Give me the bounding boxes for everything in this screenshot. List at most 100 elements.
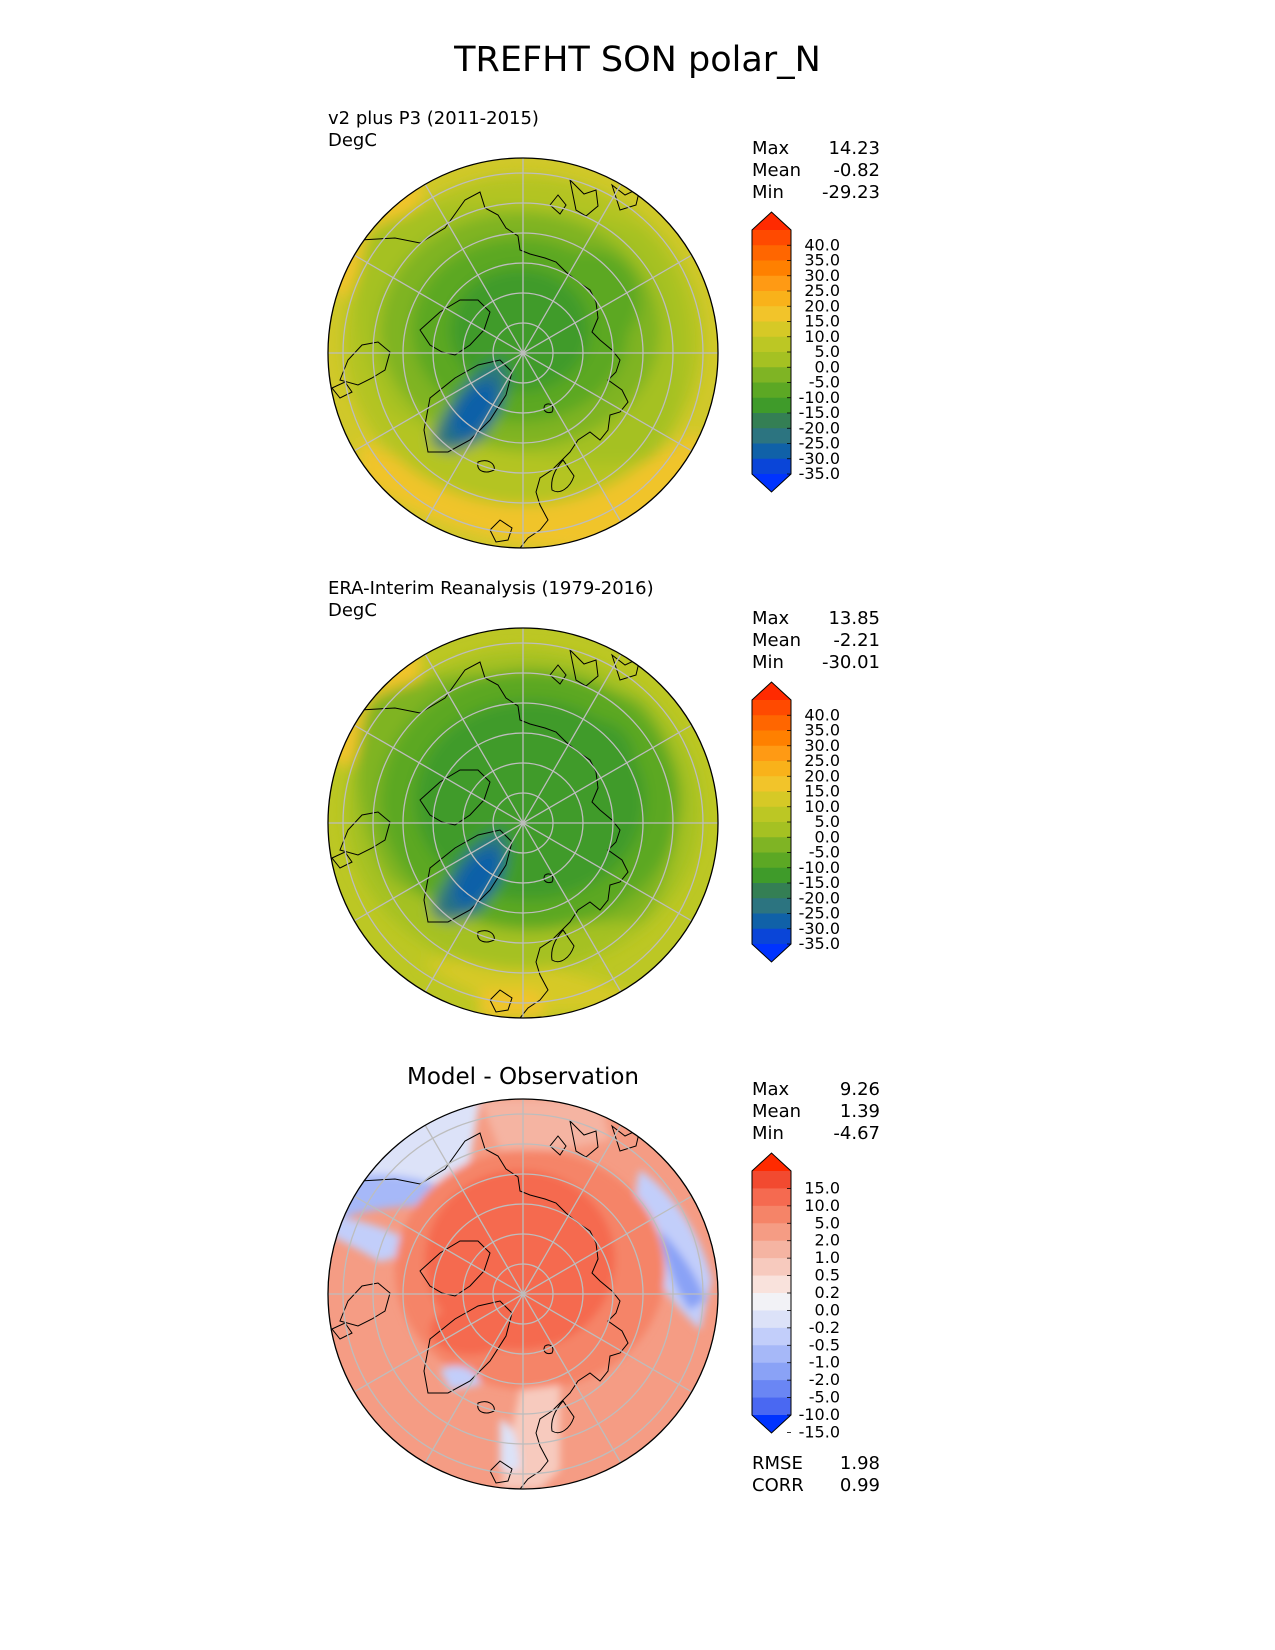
colorbar-tick-label: -15.0 [799,873,840,892]
graticule [328,1099,718,1489]
colorbar-band [752,1362,791,1381]
colorbar-band [752,852,791,869]
colorbar-band [752,1171,791,1190]
colorbar-band [752,458,791,475]
colorbar-band [752,1327,791,1346]
colorbar-tick-label: -20.0 [799,888,840,907]
colorbar-tick-label: -15.0 [799,1422,840,1441]
colorbar-tick-label: -5.0 [809,1388,840,1407]
colorbar-band [752,1223,791,1242]
colorbar-band [752,898,791,915]
colorbar-band [752,1293,791,1312]
colorbar-band [752,336,791,353]
colorbar-band [752,715,791,732]
colorbar-band [752,837,791,854]
metric-row-rmse: RMSE 1.98 [752,1453,880,1474]
colorbar-band [752,1310,791,1329]
colorbar-tick-label: -10.0 [799,388,840,407]
colorbar-tick-label: 5.0 [815,1213,840,1232]
stat-row-max: Max 13.85 [752,608,880,629]
colorbar-band [752,1380,791,1399]
map-boundary [327,1098,719,1490]
metric-row-corr: CORR 0.99 [752,1475,880,1496]
colorbar-tick-label: -25.0 [799,434,840,453]
colorbar-band [752,352,791,368]
colorbar-tick-label: 25.0 [804,281,840,300]
colorbar-band [752,1258,791,1277]
panel-2-stats: Max 13.85 Mean -2.21 Min -30.01 [752,608,880,674]
colorbar-band [752,367,791,384]
colorbar-band [752,806,791,823]
colorbar-band [752,822,791,838]
panel-3-stats: Max 9.26 Mean 1.39 Min -4.67 [752,1079,880,1145]
colorbar-band [752,1275,791,1294]
colorbar-tick-label: 40.0 [804,705,840,724]
colorbar-tick-label: 10.0 [804,327,840,346]
stat-row-mean: Mean 1.39 [752,1101,880,1122]
colorbar-band [752,306,791,323]
colorbar-extend-max [752,1153,791,1171]
colorbar-tick-label: -0.5 [809,1335,840,1354]
colorbar-band [752,291,791,307]
colorbar-band [752,230,791,246]
colorbar-band [752,883,791,899]
colorbar-tick-label: 0.0 [815,357,840,376]
colorbar-tick-label: 2.0 [815,1231,840,1250]
colorbar-band [752,791,791,808]
stat-row-mean: Mean -0.82 [752,160,880,181]
colorbar-band [752,413,791,429]
panel-2-units: DegC [328,600,377,621]
stat-row-min: Min -30.01 [752,652,880,673]
colorbar-tick-label: 15.0 [804,312,840,331]
colorbar-tick-label: -1.0 [809,1353,840,1372]
panel-1-title: v2 plus P3 (2011-2015) [328,108,539,129]
map-boundary [327,627,719,1019]
colorbar-tick-label: -30.0 [799,449,840,468]
colorbar-tick-label: -5.0 [809,373,840,392]
colorbar-tick-label: 20.0 [804,296,840,315]
panel-3-metrics: RMSE 1.98 CORR 0.99 [752,1453,880,1497]
colorbar-tick-label: -0.2 [809,1318,840,1337]
colorbar-tick-label: -10.0 [799,858,840,877]
colorbar-tick-label: 30.0 [804,736,840,755]
colorbar-extend-max [752,212,791,230]
colorbar-tick-label: 1.0 [815,1248,840,1267]
colorbar-tick-label: 30.0 [804,266,840,285]
colorbar-band [752,730,791,747]
polar-map-model [327,157,719,549]
colorbar-band [752,245,791,262]
stat-row-max: Max 14.23 [752,138,880,159]
colorbar-band [752,776,791,793]
colorbar-tick-label: 5.0 [815,812,840,831]
colorbar-2: 40.035.030.025.020.015.010.05.00.0-5.0-1… [751,681,840,963]
panel-1-stats: Max 14.23 Mean -0.82 Min -29.23 [752,138,880,204]
colorbar-band [752,260,791,277]
panel-2-title: ERA-Interim Reanalysis (1979-2016) [328,578,654,599]
colorbar-band [752,397,791,414]
figure-title: TREFHT SON polar_N [454,40,821,80]
colorbar-band [752,428,791,445]
colorbar-tick-label: -10.0 [799,1405,840,1424]
graticule [328,628,718,1018]
colorbar-tick-label: 0.0 [815,1300,840,1319]
colorbar-tick-label: -25.0 [799,904,840,923]
colorbar-band [752,745,791,762]
colorbar-tick-label: 20.0 [804,766,840,785]
colorbar-band [752,928,791,945]
colorbar-tick-label: -2.0 [809,1370,840,1389]
colorbar-tick-label: 25.0 [804,751,840,770]
colorbar-tick-label: 40.0 [804,235,840,254]
panel-1-units: DegC [328,130,377,151]
map-boundary [327,157,719,549]
colorbar-tick-label: -20.0 [799,418,840,437]
polar-map-observation [327,627,719,1019]
colorbar-band [752,700,791,716]
colorbar-extend-min [752,474,791,492]
colorbar-tick-label: 0.5 [815,1266,840,1285]
colorbar-3: 15.010.05.02.01.00.50.20.0-0.2-0.5-1.0-2… [751,1152,840,1441]
colorbar-band [752,1345,791,1364]
stat-row-mean: Mean -2.21 [752,630,880,651]
colorbar-band [752,382,791,399]
colorbar-band [752,761,791,777]
